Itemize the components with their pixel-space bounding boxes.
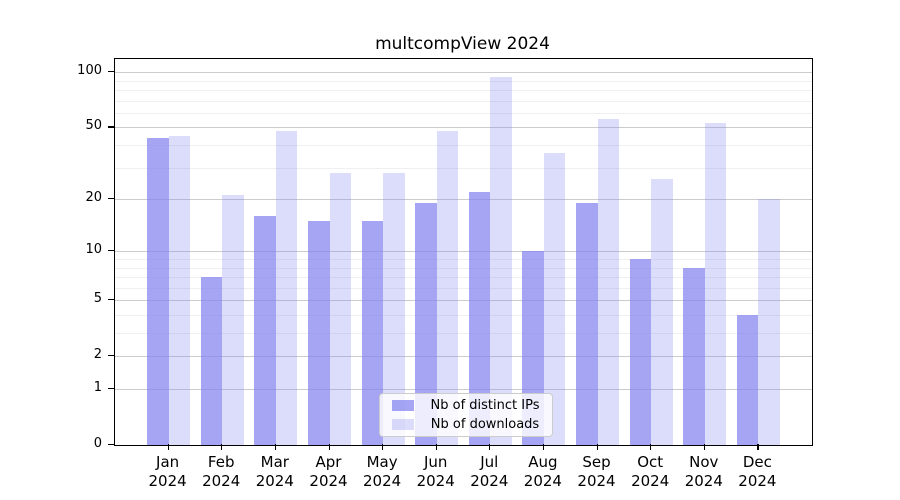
minor-gridline-40 [115,145,812,147]
x-tick-mark-aug [542,444,545,450]
x-tick-mark-jan [167,444,169,450]
x-tick-label-mar: Mar 2024 [255,453,294,490]
x-tick-mark-nov [703,444,705,450]
x-tick-label-jan: Jan 2024 [148,453,187,490]
x-tick-mark-apr [328,444,330,450]
bar-distinct-ips-dec [736,315,759,445]
minor-gridline-9 [115,259,812,260]
major-gridline-20 [115,199,812,201]
y-tick-mark-1 [108,388,114,390]
bar-distinct-ips-oct [629,259,652,445]
gridlines-layer [115,59,812,445]
y-tick-label-10: 10 [85,242,102,258]
legend: Nb of distinct IPs Nb of downloads [379,393,553,437]
y-tick-mark-5 [108,299,114,301]
bar-downloads-may [383,173,405,445]
x-tick-mark-feb [221,444,223,450]
x-tick-mark-sep [596,444,598,450]
bar-distinct-ips-feb [200,277,223,445]
major-gridline-100 [115,72,812,74]
bar-downloads-oct [651,178,673,445]
y-tick-label-100: 100 [77,63,102,79]
x-tick-label-may: May 2024 [363,453,402,490]
x-tick-label-dec: Dec 2024 [738,453,777,490]
bar-distinct-ips-jul [468,191,491,445]
y-tick-label-2: 2 [93,347,102,363]
bar-distinct-ips-may [361,221,384,445]
major-gridline-1 [115,389,812,390]
bar-downloads-jun [436,130,459,445]
y-tick-mark-100 [108,71,114,73]
y-tick-mark-10 [108,250,114,252]
bar-downloads-feb [222,195,244,445]
bar-downloads-sep [597,118,619,445]
y-tick-mark-20 [108,198,114,200]
x-tick-mark-mar [274,444,276,450]
major-gridline-10 [115,251,812,253]
bar-distinct-ips-sep [576,203,598,445]
bar-downloads-nov [704,122,727,445]
x-tick-label-nov: Nov 2024 [684,453,723,490]
x-tick-label-sep: Sep 2024 [577,453,616,490]
bar-downloads-aug [543,153,566,445]
bar-downloads-mar [275,130,298,445]
x-tick-label-feb: Feb 2024 [202,453,241,490]
minor-gridline-80 [115,90,812,92]
y-tick-label-0: 0 [93,436,102,451]
y-tick-label-5: 5 [93,291,102,307]
major-gridline-5 [115,300,812,302]
bar-distinct-ips-jun [415,203,437,445]
x-tick-mark-dec [757,444,759,450]
minor-gridline-7 [115,277,812,278]
x-tick-mark-jun [435,444,437,450]
plot-area: Nb of distinct IPs Nb of downloads [114,58,813,446]
minor-gridline-3 [115,333,812,334]
legend-item-downloads: Nb of downloads [386,417,546,433]
chart-title: multcompView 2024 [375,34,550,54]
minor-gridline-30 [115,167,812,169]
x-tick-label-jul: Jul 2024 [470,453,509,490]
bar-downloads-jul [490,77,512,445]
x-tick-label-aug: Aug 2024 [523,453,562,490]
y-tick-label-1: 1 [93,380,102,395]
major-gridline-50 [115,127,812,129]
legend-swatch-downloads [392,419,414,430]
minor-gridline-90 [115,80,812,82]
y-tick-mark-0 [108,444,114,446]
bar-distinct-ips-mar [254,216,276,445]
bar-distinct-ips-apr [308,221,330,445]
legend-label-downloads: Nb of downloads [430,417,540,432]
minor-gridline-60 [115,113,812,114]
bars-layer [115,59,812,445]
x-tick-mark-may [382,444,384,450]
minor-gridline-8 [115,267,812,269]
bar-downloads-dec [758,199,780,445]
minor-gridline-70 [115,100,812,102]
legend-item-distinct-ips: Nb of distinct IPs [386,398,546,414]
bar-distinct-ips-nov [683,267,705,445]
legend-swatch-distinct-ips [392,400,414,411]
y-tick-label-20: 20 [85,190,102,206]
x-tick-label-apr: Apr 2024 [309,453,348,490]
y-tick-mark-2 [108,355,114,357]
minor-gridline-6 [115,287,812,289]
major-gridline-2 [115,356,812,358]
minor-gridline-4 [115,315,812,316]
bar-downloads-apr [329,173,351,445]
x-tick-label-jun: Jun 2024 [416,453,455,490]
bar-distinct-ips-jan [147,137,169,445]
bar-downloads-jan [168,135,191,445]
x-tick-mark-oct [650,444,652,450]
x-tick-mark-jul [489,444,491,450]
legend-label-distinct-ips: Nb of distinct IPs [430,398,540,413]
y-tick-mark-50 [108,126,114,128]
y-tick-label-50: 50 [85,118,102,134]
x-tick-label-oct: Oct 2024 [631,453,670,490]
